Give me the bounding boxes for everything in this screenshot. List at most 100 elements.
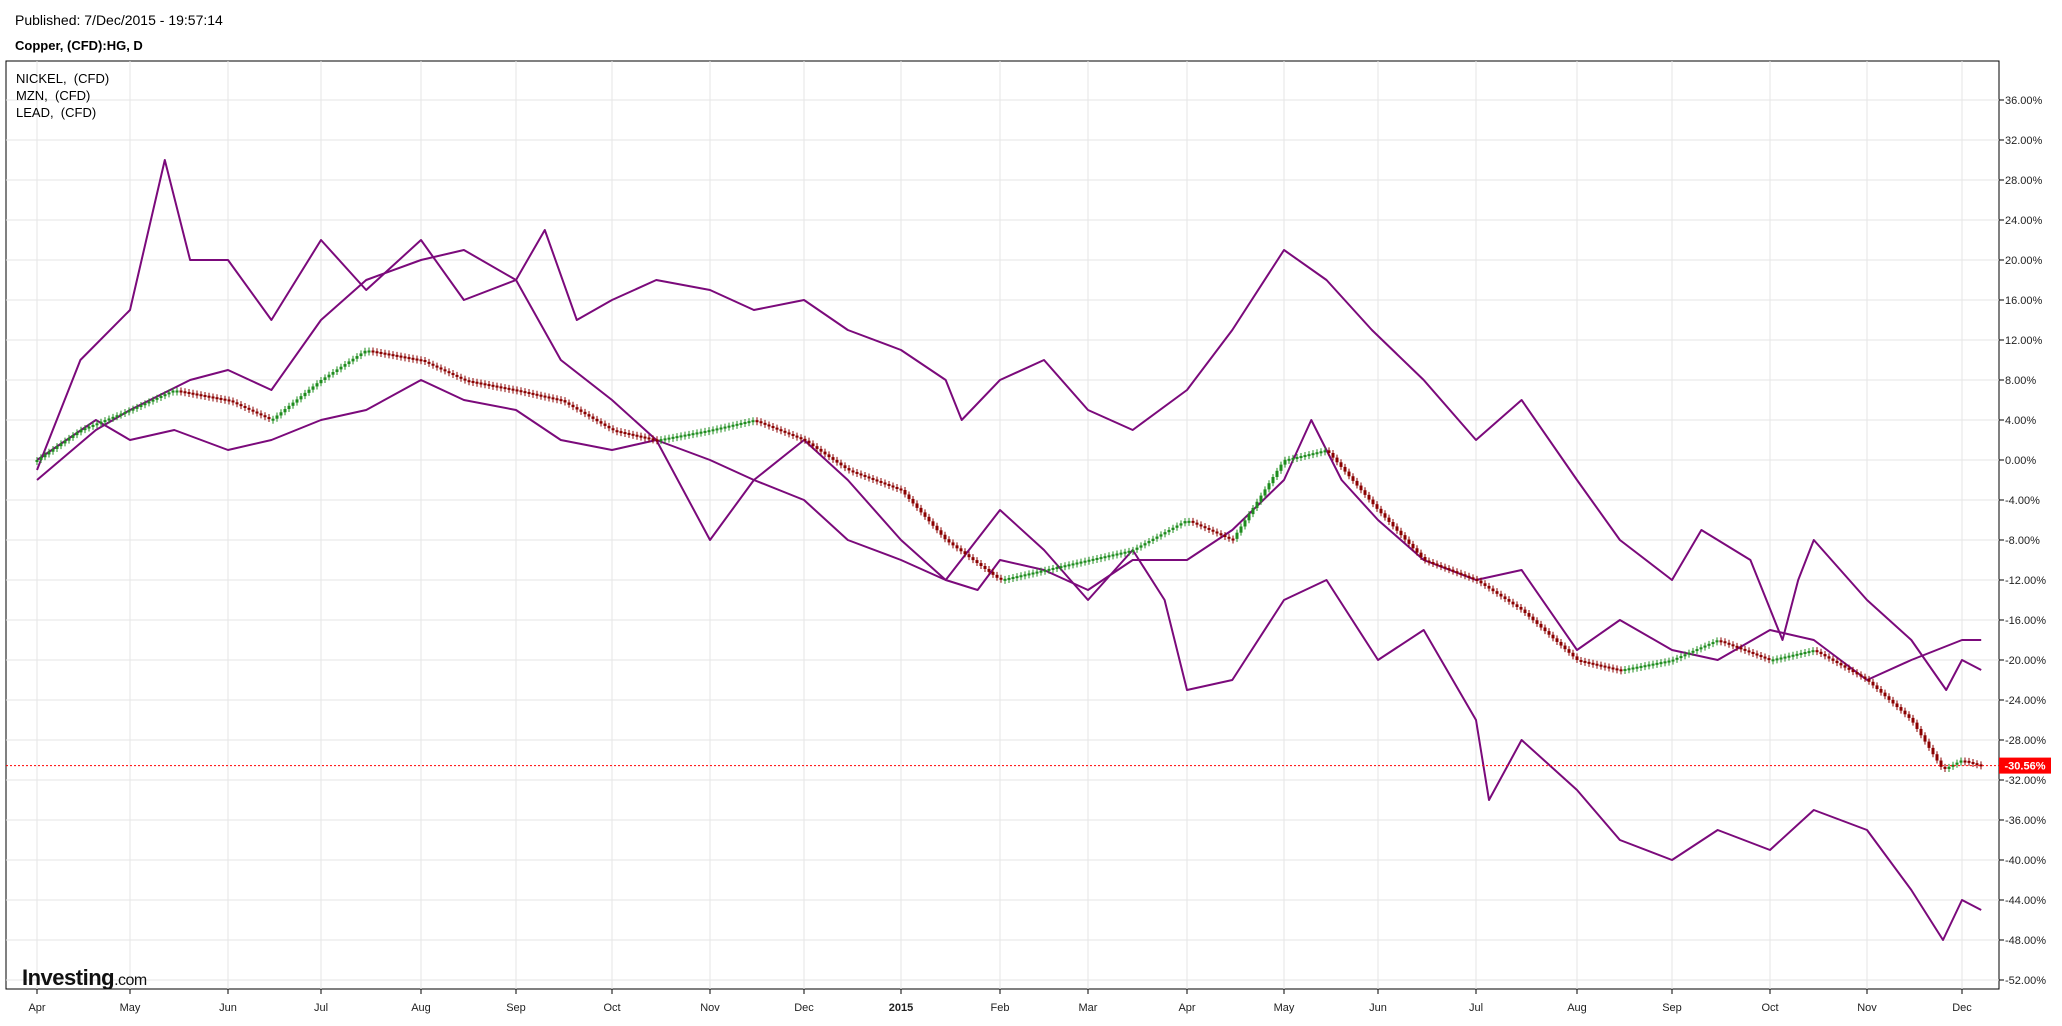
candle-body (1791, 654, 1795, 657)
candle-body (1475, 578, 1479, 581)
candle-body (1143, 543, 1147, 546)
candle-body (791, 434, 795, 437)
candle-body (851, 470, 855, 473)
candle-body (1631, 667, 1635, 670)
candle-body (1035, 571, 1039, 574)
series-line (36, 159, 1982, 691)
last-price-badge (1999, 757, 2051, 774)
candle-body (1095, 557, 1099, 560)
candle-body (847, 468, 851, 471)
candle-body (1039, 570, 1043, 573)
x-tick-label: Nov (700, 1002, 720, 1014)
x-tick-label: Dec (1952, 1002, 1972, 1014)
candle-body (227, 399, 231, 402)
candle-body (1695, 649, 1699, 652)
candle-body (1163, 532, 1167, 535)
candle-body (963, 551, 967, 555)
candle-body (387, 353, 391, 356)
candle-body (739, 422, 743, 425)
candle-body (1355, 480, 1359, 486)
candle-body (1275, 470, 1279, 478)
candle-body (143, 403, 147, 406)
candle-body (1283, 459, 1287, 465)
candle-body (491, 384, 495, 387)
candle-body (1967, 760, 1971, 763)
candle-body (1739, 647, 1743, 650)
candle-body (1583, 660, 1587, 663)
candle-body (587, 414, 591, 417)
candle-body (107, 418, 111, 421)
candle-body (1487, 585, 1491, 589)
candle-body (1587, 661, 1591, 664)
candle-body (463, 378, 467, 381)
candle-body (279, 412, 283, 416)
x-tick-label: May (1274, 1002, 1295, 1014)
candle-body (647, 437, 651, 440)
candle-body (1403, 535, 1407, 540)
candle-body (319, 380, 323, 384)
candle-body (95, 423, 99, 426)
copper-candles (35, 347, 1983, 772)
candle-body (891, 485, 895, 488)
candle-body (1263, 489, 1267, 496)
candle-body (707, 430, 711, 433)
candle-body (1259, 495, 1263, 502)
candle-body (307, 389, 311, 393)
candle-body (1495, 591, 1499, 594)
candle-body (1595, 663, 1599, 666)
candle-body (767, 424, 771, 427)
x-tick-label: Oct (603, 1002, 620, 1014)
candle-body (459, 376, 463, 379)
candle-body (1551, 634, 1555, 639)
candle-body (543, 395, 547, 398)
candle-body (875, 479, 879, 482)
candle-body (939, 530, 943, 535)
candle-body (1667, 660, 1671, 663)
legend-item-mzn[interactable]: MZN, (CFD) (16, 88, 91, 103)
candle-body (523, 391, 527, 394)
legend-item-lead[interactable]: LEAD, (CFD) (16, 105, 97, 120)
legend-item-nickel[interactable]: NICKEL, (CFD) (16, 71, 110, 86)
candle-body (479, 382, 483, 385)
candle-body (379, 351, 383, 354)
candle-body (1571, 652, 1575, 657)
candle-body (1867, 678, 1871, 682)
candle-body (275, 415, 279, 419)
candle-body (115, 415, 119, 418)
candle-body (283, 409, 287, 413)
candle-body (759, 421, 763, 424)
candle-body (1607, 666, 1611, 669)
candle-body (787, 432, 791, 435)
candle-body (703, 430, 707, 433)
candle-body (1123, 551, 1127, 554)
candle-body (1635, 666, 1639, 669)
candle-body (615, 430, 619, 433)
candle-body (919, 507, 923, 513)
candle-body (1415, 548, 1419, 553)
candle-body (211, 396, 215, 399)
candle-body (735, 423, 739, 426)
candle-body (1591, 662, 1595, 665)
investing-logo[interactable]: Investing.com (22, 965, 147, 991)
candle-body (259, 413, 263, 416)
candle-body (155, 397, 159, 400)
candle-body (1919, 728, 1923, 736)
candle-body (35, 460, 39, 462)
candle-body (1879, 689, 1883, 693)
candle-body (619, 431, 623, 434)
candle-body (1671, 659, 1675, 662)
candle-body (1847, 667, 1851, 670)
candle-body (1959, 760, 1963, 763)
candle-body (1267, 483, 1271, 490)
candle-body (835, 459, 839, 463)
candle-body (1507, 599, 1511, 602)
candle-body (1975, 763, 1979, 766)
candle-body (203, 394, 207, 397)
candle-body (1891, 699, 1895, 704)
candle-body (1339, 462, 1343, 467)
candle-body (267, 417, 271, 420)
candle-body (1003, 578, 1007, 581)
candle-body (1863, 676, 1867, 679)
candle-body (1819, 651, 1823, 655)
